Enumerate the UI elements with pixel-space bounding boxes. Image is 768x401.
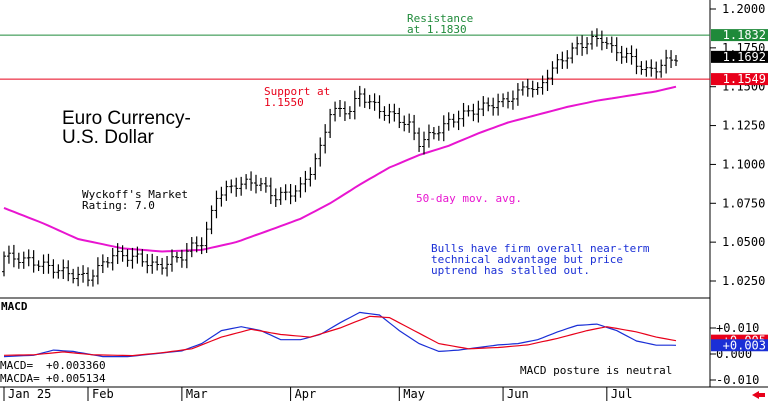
price-bars	[2, 28, 678, 287]
price-badge: 1.1692	[723, 50, 766, 64]
month-label: May	[403, 387, 425, 401]
commentary-line1: Bulls have firm overall near-term	[431, 242, 650, 255]
macd-tick-label: -0.010	[716, 373, 759, 387]
price-badges: 1.1832 1.1692 1.1549	[711, 28, 768, 86]
support-label-line1: Support at	[264, 85, 330, 98]
price-badge: 1.1832	[723, 28, 766, 42]
rating-label-line1: Wyckoff's Market	[82, 188, 188, 201]
macd-panel-label: MACD	[1, 300, 28, 313]
commentary-line3: uptrend has stalled out.	[431, 264, 590, 277]
chart-title-line1: Euro Currency-	[62, 108, 191, 129]
macd-badge: +0.003	[723, 338, 766, 352]
macd-signal-line	[3, 315, 677, 357]
signal-readout-value: +0.005134	[46, 372, 106, 385]
macd-line	[3, 311, 677, 358]
month-label: Jan 25	[8, 387, 51, 401]
price-tick-label: 1.0500	[722, 235, 765, 249]
chart-title-line2: U.S. Dollar	[62, 127, 155, 148]
moving-average-label: 50-day mov. avg.	[416, 192, 522, 205]
month-label: Jul	[611, 387, 633, 401]
price-tick-label: 1.0250	[722, 274, 765, 288]
price-axis: 1.20001.17501.15001.12501.10001.07501.05…	[710, 2, 765, 288]
month-label: Jun	[507, 387, 529, 401]
support-label-line2: 1.1550	[264, 96, 304, 109]
resistance-label-line1: Resistance	[407, 12, 473, 25]
month-axis: Jan 25 Feb Mar Apr May Jun Jul	[3, 387, 633, 401]
macd-badge-bg	[711, 339, 768, 352]
commentary-line2: technical advantage but price	[431, 253, 623, 266]
price-badge-bg	[711, 73, 768, 86]
macd-badges: +0.005+0.003	[711, 334, 768, 352]
rating-label-line2: Rating: 7.0	[82, 199, 155, 212]
price-badge-bg	[711, 29, 768, 42]
month-label: Apr	[295, 387, 317, 401]
macd-posture-note: MACD posture is neutral	[520, 364, 672, 377]
resistance-label-line2: at 1.1830	[407, 23, 467, 36]
price-tick-label: 1.1250	[722, 119, 765, 133]
price-tick-label: 1.0750	[722, 196, 765, 210]
macd-readout-value: +0.003360	[46, 359, 106, 372]
price-tick-label: 1.1000	[722, 157, 765, 171]
macd-readout-label: MACD=	[0, 359, 33, 372]
price-tick-label: 1.2000	[722, 2, 765, 16]
price-badge-bg	[711, 50, 768, 63]
price-badge: 1.1549	[723, 72, 766, 86]
moving-average-line	[3, 85, 677, 253]
arrow-left-icon[interactable]	[752, 391, 765, 399]
signal-readout-label: MACDA=	[0, 372, 40, 385]
month-label: Feb	[92, 387, 114, 401]
macd-tick-label: +0.010	[716, 321, 759, 335]
month-label: Mar	[186, 387, 208, 401]
